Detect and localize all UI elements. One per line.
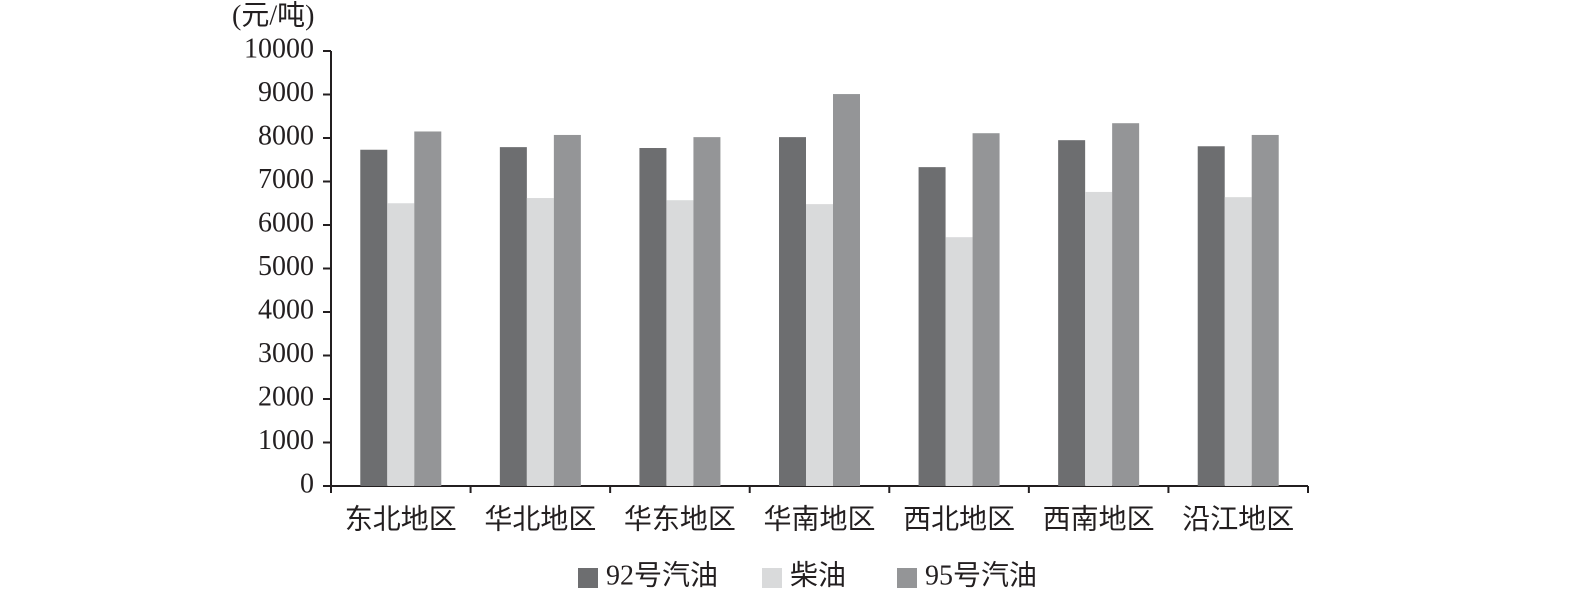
x-tick-label: 华北地区 [484,503,596,535]
bar [779,137,806,486]
legend-label: 95号汽油 [925,559,1037,591]
bar [414,131,442,486]
y-tick-label: 0 [300,468,314,499]
y-tick-label: 9000 [258,77,314,108]
bar [1251,134,1279,486]
bar [918,167,946,486]
y-tick-label: 7000 [258,164,314,195]
y-tick-label: 3000 [258,338,314,369]
x-tick-label: 华东地区 [624,503,736,535]
bar [693,137,721,486]
legend-swatch [762,568,782,588]
x-tick-label: 东北地区 [345,503,457,535]
bar [972,133,1000,486]
x-tick-label: 华南地区 [763,503,875,535]
y-tick-label: 1000 [258,425,314,456]
bar [1197,146,1225,486]
x-tick-label: 西南地区 [1043,503,1155,535]
bar [387,203,415,486]
bar [945,237,973,486]
legend-label: 柴油 [790,559,846,591]
bar [833,94,860,486]
y-tick-label: 10000 [244,33,314,64]
x-tick-label: 沿江地区 [1182,503,1294,535]
bar [666,200,694,486]
bar [499,147,527,486]
bar [639,148,667,486]
bar [1058,140,1086,487]
y-tick-label: 5000 [258,251,314,282]
y-tick-label: 8000 [258,120,314,151]
y-tick-label: 6000 [258,207,314,238]
bar [360,149,388,486]
y-tick-label: 4000 [258,294,314,325]
bar [1224,197,1252,486]
bar [526,198,554,486]
legend-label: 92号汽油 [606,559,718,591]
legend-swatch [578,568,598,588]
y-axis-label: (元/吨) [232,0,314,31]
bar [1085,191,1113,486]
bar [806,204,833,486]
y-tick-label: 2000 [258,381,314,412]
bar [1112,123,1140,487]
legend-swatch [897,568,917,588]
x-tick-label: 西北地区 [903,503,1015,535]
bar [553,134,581,486]
